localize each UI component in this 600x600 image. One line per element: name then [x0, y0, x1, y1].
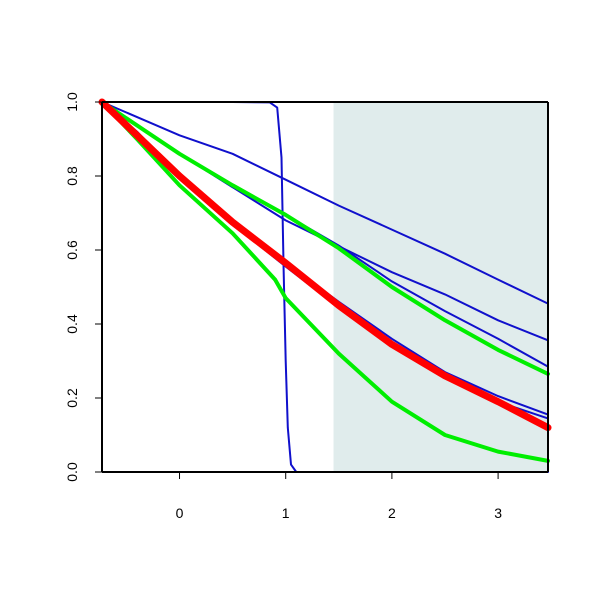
- y-tick-label: 0.8: [64, 166, 80, 186]
- x-tick-label: 0: [176, 505, 184, 521]
- series-line-5: [101, 101, 549, 305]
- x-tick-label: 1: [282, 505, 290, 521]
- y-tick-label: 0.0: [64, 462, 80, 482]
- y-tick-label: 0.4: [64, 314, 80, 334]
- series-line-9: [98, 98, 552, 432]
- series-line-7: [100, 100, 550, 376]
- y-tick-label: 1.0: [64, 92, 80, 112]
- x-tick-label: 2: [388, 505, 396, 521]
- y-tick-label: 0.6: [64, 240, 80, 260]
- x-tick-label: 3: [494, 505, 502, 521]
- series-line-8: [100, 100, 550, 463]
- shaded-region: [333, 102, 548, 472]
- y-tick-label: 0.2: [64, 388, 80, 408]
